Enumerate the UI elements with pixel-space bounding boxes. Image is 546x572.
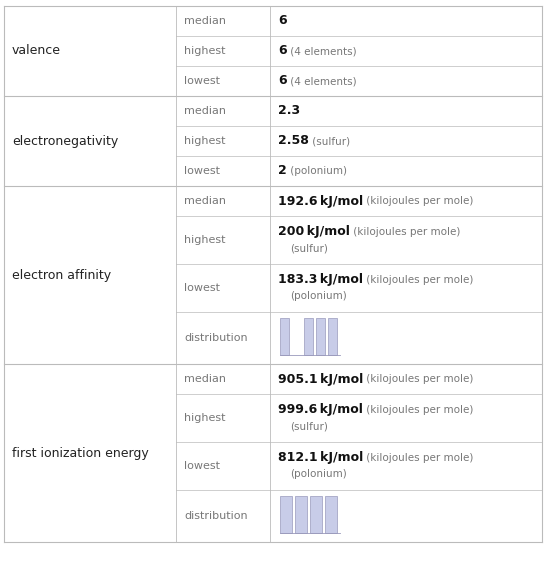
Text: (kilojoules per mole): (kilojoules per mole): [363, 374, 473, 384]
Text: median: median: [184, 374, 226, 384]
Text: first ionization energy: first ionization energy: [12, 447, 149, 459]
Text: (4 elements): (4 elements): [287, 46, 356, 56]
Text: (sulfur): (sulfur): [290, 421, 328, 431]
Text: lowest: lowest: [184, 461, 220, 471]
Text: 2: 2: [278, 165, 287, 177]
Bar: [280, 496, 292, 533]
Text: (kilojoules per mole): (kilojoules per mole): [363, 196, 473, 206]
Text: (kilojoules per mole): (kilojoules per mole): [350, 227, 460, 237]
Text: 192.6 kJ/mol: 192.6 kJ/mol: [278, 194, 363, 208]
Bar: [310, 496, 322, 533]
Text: (polonium): (polonium): [290, 291, 347, 301]
Text: 905.1 kJ/mol: 905.1 kJ/mol: [278, 372, 363, 386]
Text: 200 kJ/mol: 200 kJ/mol: [278, 225, 350, 239]
Text: 6: 6: [278, 74, 287, 88]
Text: (4 elements): (4 elements): [287, 76, 356, 86]
Text: median: median: [184, 16, 226, 26]
Text: electronegativity: electronegativity: [12, 134, 118, 148]
Text: valence: valence: [12, 45, 61, 58]
Text: distribution: distribution: [184, 511, 248, 521]
Text: 999.6 kJ/mol: 999.6 kJ/mol: [278, 403, 363, 416]
Text: highest: highest: [184, 136, 225, 146]
Text: electron affinity: electron affinity: [12, 268, 111, 281]
Text: (sulfur): (sulfur): [290, 243, 328, 253]
Text: median: median: [184, 106, 226, 116]
Text: (polonium): (polonium): [287, 166, 347, 176]
Bar: [316, 318, 325, 355]
Text: (kilojoules per mole): (kilojoules per mole): [363, 405, 473, 415]
Text: (polonium): (polonium): [290, 469, 347, 479]
Bar: [328, 318, 337, 355]
Bar: [280, 318, 289, 355]
Text: highest: highest: [184, 46, 225, 56]
Bar: [295, 496, 306, 533]
Text: (kilojoules per mole): (kilojoules per mole): [363, 275, 473, 285]
Text: 812.1 kJ/mol: 812.1 kJ/mol: [278, 451, 363, 464]
Bar: [304, 318, 313, 355]
Text: median: median: [184, 196, 226, 206]
Text: 2.3: 2.3: [278, 105, 300, 117]
Text: distribution: distribution: [184, 333, 248, 343]
Text: highest: highest: [184, 235, 225, 245]
Text: lowest: lowest: [184, 166, 220, 176]
Text: 183.3 kJ/mol: 183.3 kJ/mol: [278, 273, 363, 287]
Text: lowest: lowest: [184, 283, 220, 293]
Text: highest: highest: [184, 413, 225, 423]
Text: 6: 6: [278, 45, 287, 58]
Text: lowest: lowest: [184, 76, 220, 86]
Text: (sulfur): (sulfur): [309, 136, 350, 146]
Text: 6: 6: [278, 14, 287, 27]
Text: 2.58: 2.58: [278, 134, 309, 148]
Text: (kilojoules per mole): (kilojoules per mole): [363, 453, 473, 463]
Bar: [325, 496, 336, 533]
